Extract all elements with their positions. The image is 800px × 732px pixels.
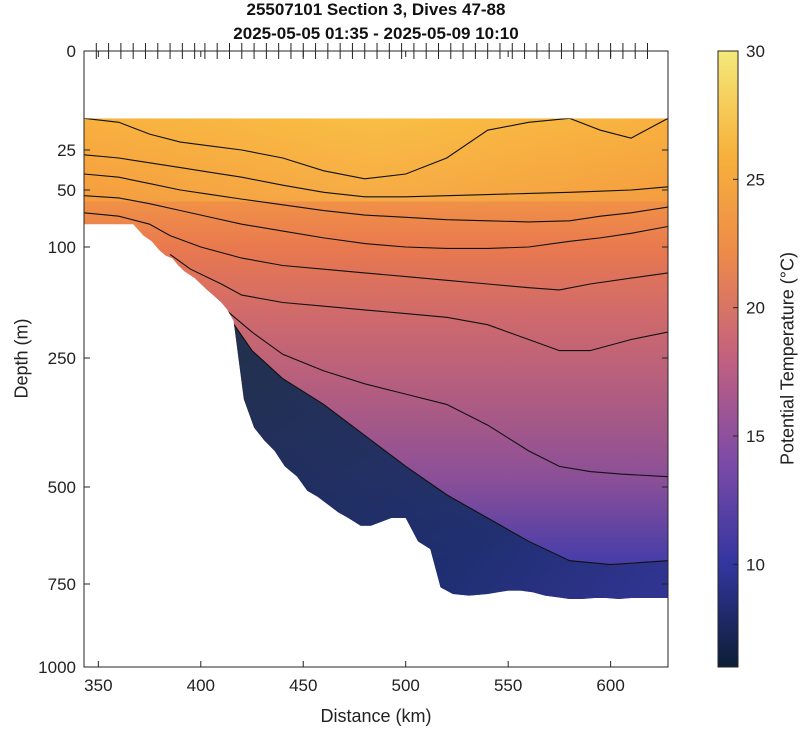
y-tick-label: 250: [48, 349, 76, 368]
plot-frame: [83, 50, 669, 668]
y-tick-label: 1000: [38, 658, 76, 677]
x-axis-label: Distance (km): [320, 706, 432, 726]
chart-title: 25507101 Section 3, Dives 47-88: [246, 0, 506, 19]
isotherm-contour: [84, 118, 668, 180]
x-tick-label: 600: [596, 676, 624, 695]
colorbar-scale: [717, 50, 739, 668]
isotherm-contour: [84, 195, 668, 250]
y-tick-label: 0: [67, 42, 76, 61]
y-tick-label: 750: [48, 575, 76, 594]
x-tick-label: 450: [289, 676, 317, 695]
y-axis-label: Depth (m): [11, 318, 32, 399]
isotherm-contour: [231, 320, 668, 566]
y-tick-label: 50: [57, 181, 76, 200]
isotherm-contour: [169, 253, 668, 352]
colorbar-tick-label: 10: [746, 555, 765, 574]
colorbar: 10 15 20 25 30: [717, 42, 765, 668]
colorbar-tick-label: 15: [746, 427, 765, 446]
y-tick-label: 25: [57, 141, 76, 160]
x-tick-label: 550: [494, 676, 522, 695]
x-tick-label: 400: [187, 676, 215, 695]
colorbar-tick-label: 25: [746, 170, 765, 189]
temperature-field: [84, 118, 668, 599]
isotherm-contour: [200, 287, 668, 478]
plot-area: [84, 118, 668, 599]
isotherm-contour: [84, 212, 668, 291]
isotherm-contour: [84, 173, 668, 223]
colorbar-tick-label: 30: [746, 42, 765, 61]
colorbar-label: Potential Temperature (°C): [777, 252, 798, 465]
y-tick-label: 100: [48, 238, 76, 257]
axes: 350 400 450 500 550 600 0 25 50 100 250 500 750 1000: [38, 42, 669, 695]
warm-surface-layer: [84, 118, 668, 202]
isotherm-contour: [84, 154, 668, 198]
x-tick-label: 350: [84, 676, 112, 695]
x-tick-label: 500: [392, 676, 420, 695]
y-tick-label: 500: [48, 478, 76, 497]
chart-subtitle: 2025-05-05 01:35 - 2025-05-09 10:10: [233, 24, 519, 43]
colorbar-tick-label: 20: [746, 299, 765, 318]
